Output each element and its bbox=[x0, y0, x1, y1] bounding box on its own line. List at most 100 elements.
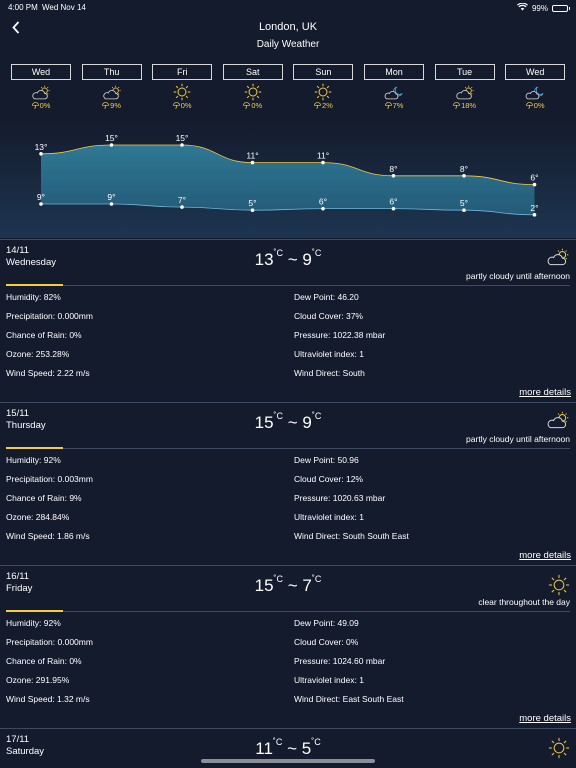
detail-stat: Humidity: 82% bbox=[6, 292, 61, 302]
rain-chance: 0% bbox=[505, 101, 565, 110]
day-label[interactable]: Sat bbox=[222, 64, 283, 80]
detail-stat: Wind Speed: 2.22 m/s bbox=[6, 368, 90, 378]
detail-stat: Dew Point: 46.20 bbox=[294, 292, 359, 302]
day-strip: Wed 0% Thu 9% Fri 0% Sat 0% Sun 2% Mon bbox=[0, 64, 576, 116]
detail-stat: Wind Speed: 1.86 m/s bbox=[6, 531, 90, 541]
day-column[interactable]: Wed 0% bbox=[505, 64, 566, 110]
detail-summary: partly cloudy until afternoon bbox=[466, 434, 570, 444]
detail-low-temp: 5 bbox=[301, 739, 312, 758]
low-temp-label: 6° bbox=[389, 197, 397, 207]
home-indicator[interactable] bbox=[201, 759, 375, 763]
day-column[interactable]: Sat 0% bbox=[222, 64, 283, 110]
night-cloudy-icon bbox=[505, 83, 565, 101]
day-label[interactable]: Sun bbox=[293, 64, 354, 80]
detail-weekday: Saturday bbox=[6, 746, 45, 757]
day-label[interactable]: Wed bbox=[11, 64, 71, 80]
rain-chance: 0% bbox=[152, 101, 212, 110]
night-cloudy-icon bbox=[364, 83, 424, 101]
day-column[interactable]: Tue 18% bbox=[434, 64, 495, 110]
day-label[interactable]: Wed bbox=[505, 64, 566, 80]
high-temp-point bbox=[39, 152, 43, 156]
umbrella-icon bbox=[384, 101, 393, 110]
day-column[interactable]: Thu 9% bbox=[81, 64, 142, 110]
partly-cloudy-icon bbox=[546, 411, 570, 434]
day-column[interactable]: Mon 7% bbox=[364, 64, 424, 110]
low-temp-point bbox=[250, 208, 255, 212]
low-temp-label: 5° bbox=[248, 198, 256, 208]
detail-summary: clear throughout the day bbox=[478, 597, 570, 607]
rain-chance: 0% bbox=[223, 101, 283, 110]
rain-chance: 18% bbox=[435, 101, 495, 110]
umbrella-icon bbox=[31, 101, 40, 110]
detail-high-temp: 11 bbox=[255, 739, 273, 758]
rain-chance-value: 9% bbox=[110, 101, 122, 110]
low-temp-point bbox=[462, 208, 466, 212]
sun-icon bbox=[293, 83, 353, 101]
high-temp-label: 11° bbox=[246, 151, 258, 161]
day-column[interactable]: Fri 0% bbox=[152, 64, 213, 110]
day-detail-card: 17/11 Saturday 11˚C ~ 5˚C bbox=[0, 728, 576, 768]
detail-stat: Chance of Rain: 0% bbox=[6, 330, 82, 340]
detail-stat: Humidity: 92% bbox=[6, 455, 61, 465]
detail-high-temp: 15 bbox=[254, 413, 274, 432]
day-label[interactable]: Thu bbox=[81, 64, 142, 80]
partly-cloudy-icon bbox=[546, 248, 570, 271]
sun-icon bbox=[152, 83, 212, 101]
more-details-link[interactable]: more details bbox=[519, 387, 571, 398]
rain-chance: 0% bbox=[11, 101, 71, 110]
low-temp-label: 6° bbox=[319, 197, 327, 207]
more-details-link[interactable]: more details bbox=[519, 550, 571, 561]
battery-percent: 99% bbox=[531, 3, 548, 13]
day-column[interactable]: Wed 0% bbox=[11, 64, 71, 110]
detail-date: 14/11 Wednesday bbox=[6, 245, 56, 269]
rain-chance-value: 0% bbox=[533, 101, 545, 110]
umbrella-icon bbox=[314, 101, 322, 110]
rain-chance-value: 0% bbox=[251, 101, 263, 110]
back-button[interactable] bbox=[8, 18, 24, 36]
accent-bar bbox=[6, 447, 63, 449]
detail-stat: Precipitation: 0.003mm bbox=[6, 474, 93, 484]
detail-date: 17/11 Saturday bbox=[6, 734, 44, 758]
detail-stat: Ozone: 291.95% bbox=[6, 675, 70, 685]
low-temp-label: 9° bbox=[37, 192, 45, 202]
high-temp-label: 6° bbox=[530, 173, 538, 183]
detail-high-temp: 15 bbox=[254, 576, 274, 595]
day-column[interactable]: Sun 2% bbox=[293, 64, 354, 110]
low-temp-point bbox=[321, 206, 325, 211]
detail-date-value: 14/11 bbox=[6, 245, 30, 256]
detail-stat: Ozone: 284.84% bbox=[6, 512, 70, 522]
detail-stat: Dew Point: 49.09 bbox=[294, 618, 359, 628]
high-temp-label: 8° bbox=[460, 164, 468, 174]
low-temp-point bbox=[180, 205, 184, 209]
rain-chance: 2% bbox=[293, 101, 353, 110]
detail-stat: Chance of Rain: 9% bbox=[6, 493, 82, 503]
rain-chance-value: 2% bbox=[321, 101, 333, 110]
detail-temperature-range: 11˚C ~ 5˚C bbox=[255, 737, 321, 758]
partly-cloudy-icon bbox=[11, 83, 71, 101]
detail-stat: Wind Direct: South bbox=[294, 368, 365, 378]
detail-temperature-range: 15˚C ~ 7˚C bbox=[254, 574, 322, 595]
detail-stat: Precipitation: 0.000mm bbox=[6, 311, 93, 321]
detail-weekday: Thursday bbox=[6, 420, 46, 431]
page-subtitle: Daily Weather bbox=[256, 39, 320, 50]
detail-stat: Pressure: 1022.38 mbar bbox=[294, 330, 386, 340]
detail-low-temp: 9 bbox=[302, 413, 312, 432]
wifi-icon bbox=[516, 2, 528, 13]
low-temp-point bbox=[109, 202, 114, 206]
detail-stat: Humidity: 92% bbox=[6, 618, 61, 628]
low-temp-point bbox=[39, 202, 43, 206]
low-temperature-line bbox=[41, 203, 535, 216]
detail-temperature-range: 15˚C ~ 9˚C bbox=[254, 411, 322, 432]
day-label[interactable]: Fri bbox=[152, 64, 213, 80]
high-temp-point bbox=[532, 182, 537, 187]
status-time: 4:00 PM bbox=[8, 3, 38, 12]
day-label[interactable]: Tue bbox=[434, 64, 495, 80]
high-temp-point bbox=[462, 174, 466, 178]
low-temp-point bbox=[391, 206, 396, 211]
sun-icon bbox=[548, 737, 570, 764]
detail-low-temp: 7 bbox=[302, 576, 312, 595]
rain-chance-value: 0% bbox=[39, 101, 51, 110]
partly-cloudy-icon bbox=[435, 83, 495, 101]
day-label[interactable]: Mon bbox=[364, 64, 424, 80]
more-details-link[interactable]: more details bbox=[519, 713, 571, 724]
